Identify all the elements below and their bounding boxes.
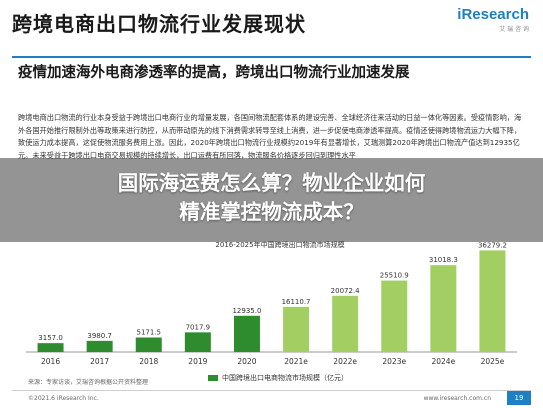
data-label-2016: 3157.0 [38, 334, 63, 342]
x-tick-2016: 2016 [41, 357, 60, 366]
bar-2018 [135, 337, 162, 352]
x-tick-2021e: 2021e [284, 357, 308, 366]
bar-2020 [233, 315, 260, 352]
data-label-2025e: 36279.2 [478, 241, 507, 249]
copyright-text: ©2021.6 iResearch Inc. [28, 395, 99, 402]
data-label-2018: 5171.5 [137, 329, 162, 337]
slide-subtitle: 疫情加速海外电商渗透率的提高，跨境出口物流行业加速发展 [18, 65, 410, 81]
article-headline[interactable]: 国际海运费怎么算？物业企业如何 精准掌控物流成本？ [0, 169, 543, 227]
data-label-2023e: 25510.9 [380, 272, 409, 280]
bar-2017 [86, 340, 113, 352]
bar-2024e [430, 265, 457, 352]
headline-overlay-band [0, 158, 543, 242]
bar-2025e [479, 250, 506, 352]
data-label-2020: 12935.0 [232, 307, 261, 315]
bar-2019 [184, 332, 211, 352]
logo-text: iResearch [457, 6, 529, 23]
headline-line-1: 国际海运费怎么算？物业企业如何 [117, 171, 426, 195]
x-tick-2023e: 2023e [382, 357, 406, 366]
x-tick-2017: 2017 [90, 357, 109, 366]
logo-subtext: 艾 瑞 咨 询 [499, 26, 529, 33]
data-label-2019: 7017.9 [186, 323, 211, 331]
x-tick-2018: 2018 [139, 357, 158, 366]
website-text: www.iresearch.com.cn [423, 395, 491, 402]
legend-swatch [208, 375, 218, 381]
title-divider [12, 56, 531, 58]
footer-divider [12, 390, 531, 391]
source-note: 来源：专家访谈，艾瑞咨询根据公开资料整理 [28, 379, 149, 386]
x-tick-2020: 2020 [237, 357, 256, 366]
data-label-2022e: 20072.4 [331, 287, 360, 295]
chart-legend: 中国跨境出口电商物流市场规模（亿元） [208, 373, 348, 383]
bar-2021e [283, 306, 310, 352]
market-size-bar-chart: 3157.0 2016 3980.7 2017 5171.5 2018 7017.9 2019… [26, 241, 517, 366]
page-number-badge: 19 [507, 391, 531, 405]
data-label-2024e: 31018.3 [429, 256, 458, 264]
iresearch-logo: iResearch 艾 瑞 咨 询 [457, 6, 529, 33]
slide-body-text: 跨境电商出口物流的行业本身受益于跨境出口电商行业的增量发展，各国间物流配套体系的… [18, 113, 522, 160]
bar-2016 [37, 343, 64, 352]
x-tick-2019: 2019 [188, 357, 207, 366]
chart-title: 2016-2025年中国跨境出口物流市场规模 [215, 241, 345, 249]
x-tick-2022e: 2022e [333, 357, 357, 366]
bar-2022e [332, 295, 359, 352]
x-tick-2025e: 2025e [481, 357, 505, 366]
slide-title: 跨境电商出口物流行业发展现状 [12, 12, 306, 36]
legend-label: 中国跨境出口电商物流市场规模（亿元） [222, 374, 348, 382]
data-label-2017: 3980.7 [87, 332, 112, 340]
headline-line-2: 精准掌控物流成本？ [179, 200, 364, 224]
bar-2023e [381, 280, 408, 352]
x-tick-2024e: 2024e [431, 357, 455, 366]
data-label-2021e: 16110.7 [282, 298, 311, 306]
